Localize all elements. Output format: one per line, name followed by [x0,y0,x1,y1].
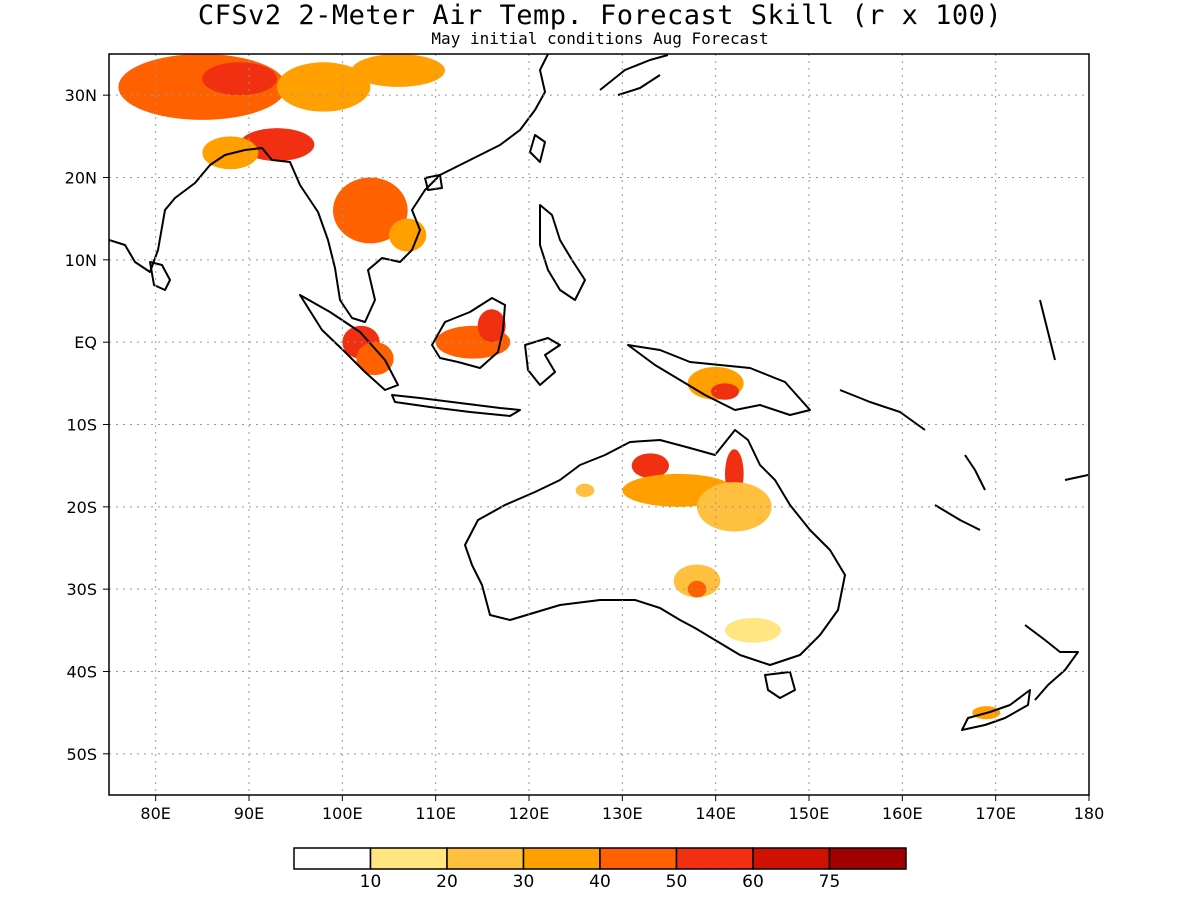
colorbar-swatch [522,847,601,870]
coastline-new-guinea [627,344,811,416]
x-tick-label: 180 [1074,804,1105,823]
skill-region [711,383,739,400]
y-tick-label: 30S [66,580,97,599]
skill-region [389,218,427,252]
skill-region [351,54,446,87]
x-tick-label: 90E [234,804,264,823]
colorbar-label: 20 [436,872,458,892]
x-tick-label: 110E [415,804,456,823]
skill-region [333,177,408,244]
coastline-taiwan [529,134,546,163]
x-tick-label: 140E [695,804,736,823]
coastline-sulawesi [524,337,561,386]
colorbar-label: 40 [589,872,611,892]
colorbar-swatch [446,847,525,870]
x-tick-label: 160E [882,804,923,823]
colorbar [293,847,907,870]
skill-shading-layer [118,54,1001,720]
x-tick-label: 170E [975,804,1016,823]
coastline-philippines [539,204,586,301]
y-tick-label: 10N [65,251,97,270]
colorbar-label: 30 [512,872,535,892]
colorbar-swatch [293,847,372,870]
skill-region [631,453,669,479]
colorbar-swatch [828,847,907,870]
coastline-new-zealand-north [1024,624,1079,701]
latitude-axis: 30N 20N 10N EQ 10S 20S 30S 40S 50S [65,86,109,764]
y-tick-label: 30N [65,86,97,105]
colorbar-swatch [752,847,831,870]
y-tick-label: 10S [66,416,97,435]
coastline-japan [599,54,669,96]
colorbar-swatch [369,847,448,870]
x-tick-label: 120E [509,804,550,823]
coastline-tasmania [764,671,796,699]
skill-region [725,617,781,643]
y-tick-label: 20S [66,498,97,517]
x-tick-label: 130E [602,804,643,823]
graticule [109,54,1089,795]
y-tick-label: 40S [66,663,97,682]
map-title: CFSv2 2-Meter Air Temp. Forecast Skill (… [197,0,1003,31]
map-subtitle: May initial conditions Aug Forecast [431,29,769,48]
y-tick-label: EQ [74,333,97,352]
colorbar-label: 60 [742,872,764,892]
colorbar-swatch [675,847,754,870]
coastline-borneo [431,297,506,369]
skill-region [239,128,315,162]
coastline-new-zealand-south [961,689,1031,731]
colorbar-label: 10 [359,872,382,892]
skill-region [277,62,371,112]
coastline-layer [109,54,1089,731]
skill-region [202,62,277,96]
skill-region [673,564,721,598]
x-tick-label: 80E [140,804,170,823]
coastline-australia [464,429,846,666]
skill-region [697,482,772,532]
coastline-hainan [424,174,443,191]
colorbar-swatch [599,847,678,870]
colorbar-label: 50 [665,872,688,892]
y-tick-label: 20N [65,169,97,188]
skill-region [356,342,394,376]
skill-region [477,309,506,343]
coastline-pacific-islands [839,299,1089,531]
skill-region [575,483,595,497]
coastline-sumatra [299,294,399,391]
longitude-axis: 80E 90E 100E 110E 120E 130E 140E 150E 160E 170E 18… [140,795,1104,823]
coastline-asia [109,54,549,323]
coastline-sri-lanka [149,261,171,291]
coastline-java [391,394,521,417]
colorbar-label: 75 [818,872,841,892]
x-tick-label: 150E [789,804,830,823]
x-tick-label: 100E [322,804,363,823]
y-tick-label: 50S [66,745,97,764]
